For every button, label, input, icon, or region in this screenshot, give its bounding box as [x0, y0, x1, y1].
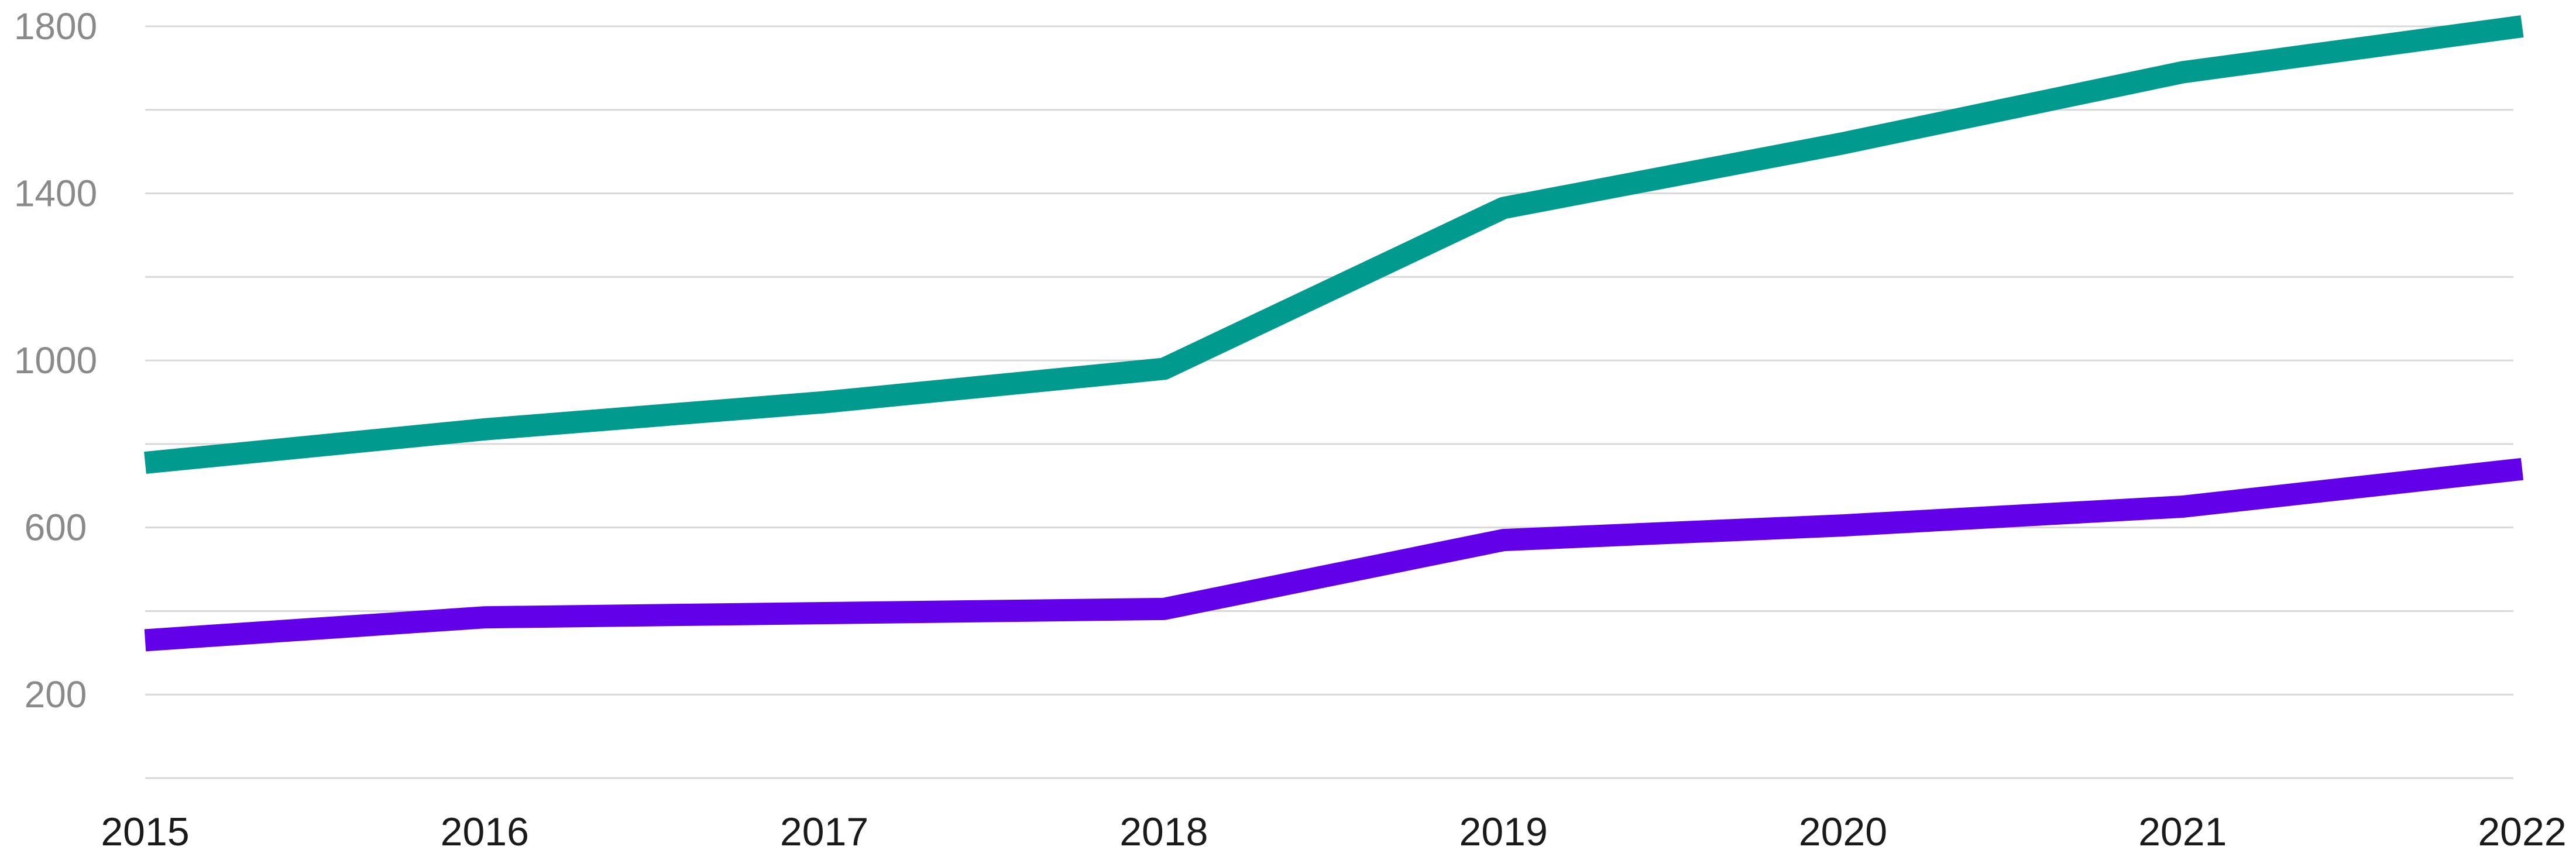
y-tick-label: 1400 [14, 173, 97, 215]
series-lines [144, 15, 2524, 652]
x-tick-label: 2021 [2138, 810, 2227, 854]
x-axis-tick-labels: 2015 2016 2017 2018 2019 2020 2021 2022 [101, 810, 2566, 854]
y-tick-label: 1800 [14, 5, 97, 47]
grid-lines [145, 25, 2513, 779]
x-tick-label: 2017 [780, 810, 868, 854]
x-tick-label: 2015 [101, 810, 189, 854]
series-line-1 [144, 15, 2524, 474]
y-tick-label: 1000 [14, 339, 97, 381]
x-tick-label: 2016 [441, 810, 529, 854]
y-axis-tick-labels: 200 600 1000 1400 1800 [14, 5, 97, 715]
series-line-2 [144, 457, 2524, 652]
x-tick-label: 2020 [1799, 810, 1887, 854]
x-tick-label: 2019 [1459, 810, 1548, 854]
y-tick-label: 600 [25, 507, 87, 549]
y-tick-label: 200 [25, 673, 87, 715]
x-tick-label: 2022 [2478, 810, 2566, 854]
x-tick-label: 2018 [1119, 810, 1208, 854]
